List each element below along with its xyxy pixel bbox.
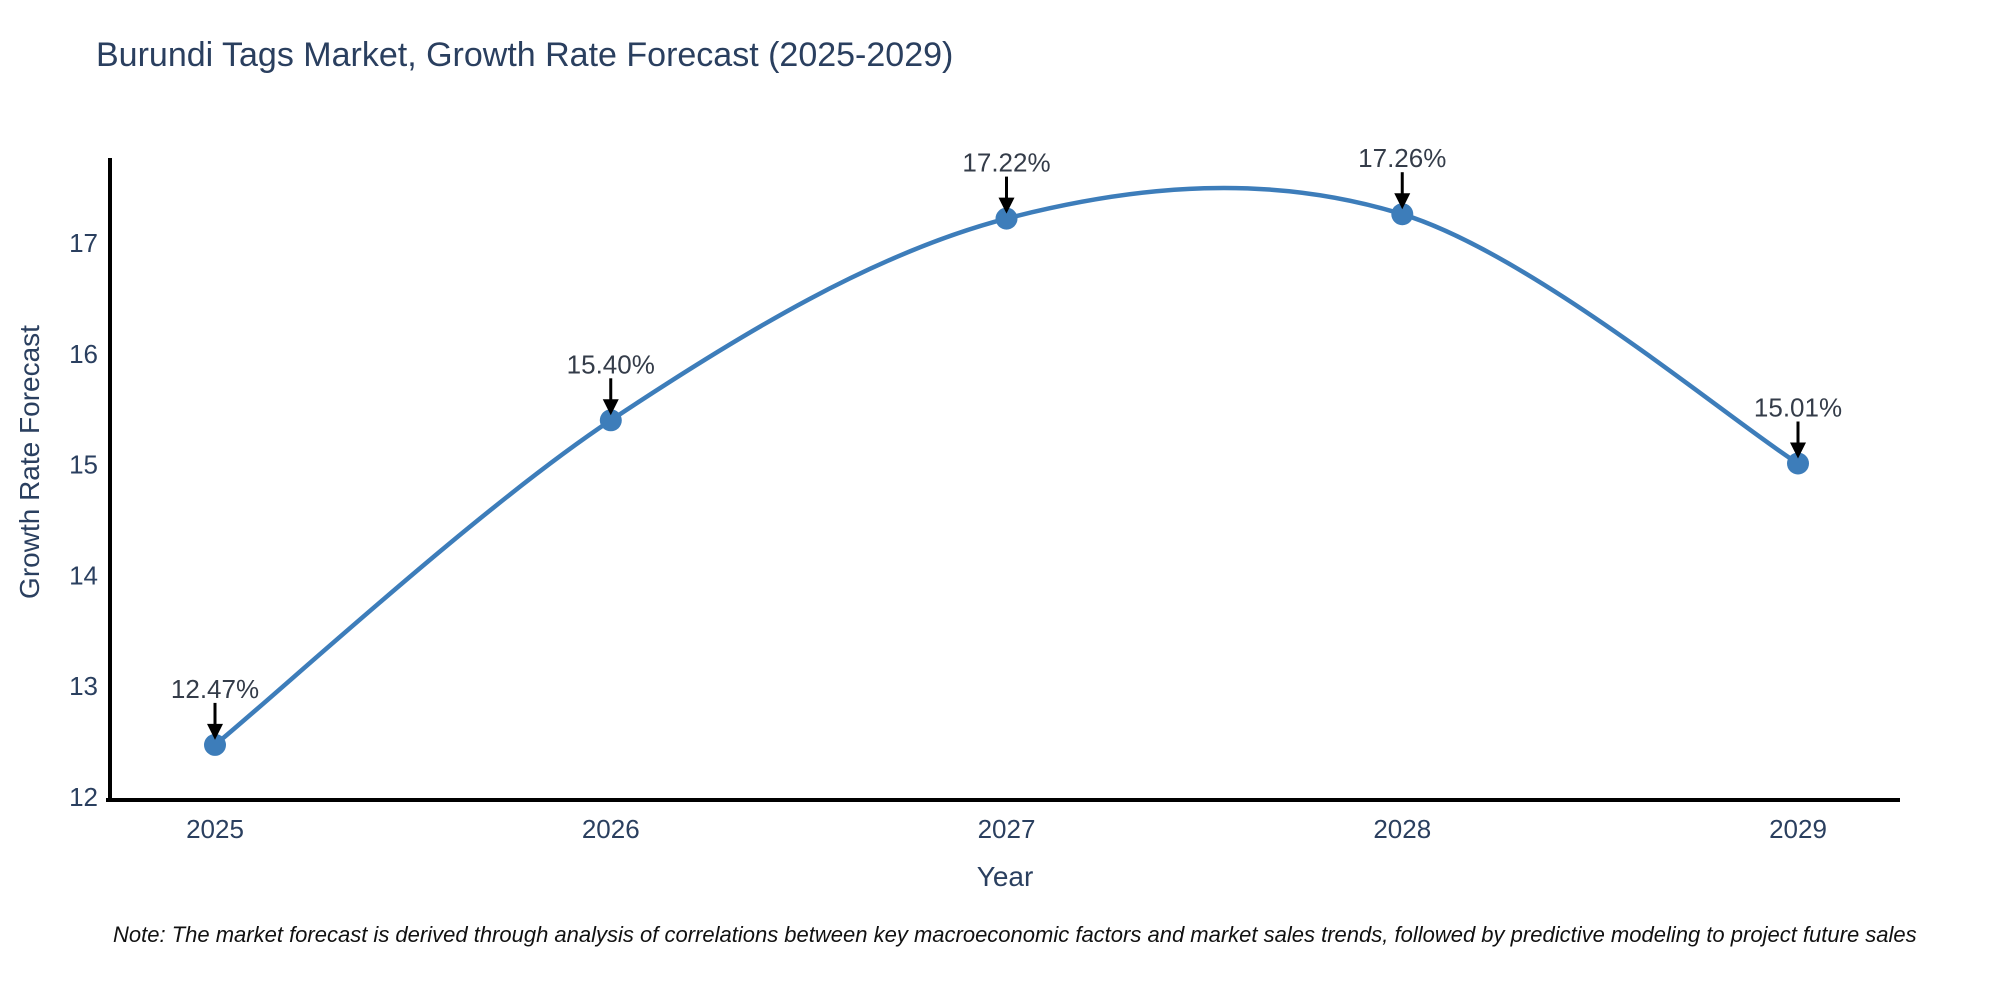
- data-point-marker: [995, 207, 1018, 230]
- y-tick-label: 12: [69, 782, 98, 812]
- data-point-label: 12.47%: [171, 674, 259, 704]
- y-tick-label: 16: [69, 339, 98, 369]
- x-tick-label: 2028: [1373, 814, 1431, 844]
- data-point-label: 17.26%: [1358, 143, 1446, 173]
- annotation-arrow-head: [1394, 193, 1411, 210]
- x-tick-label: 2029: [1769, 814, 1827, 844]
- data-point-label: 15.40%: [567, 349, 655, 379]
- data-point-marker: [1787, 452, 1809, 475]
- data-point-marker: [204, 733, 226, 756]
- series-line: [212, 185, 1801, 748]
- y-tick-label: 13: [69, 671, 98, 701]
- annotation-arrow-head: [998, 197, 1015, 214]
- y-tick-label: 15: [69, 450, 98, 480]
- data-point-marker: [1391, 203, 1414, 226]
- chart-title: Burundi Tags Market, Growth Rate Forecas…: [96, 36, 954, 74]
- y-tick-label: 14: [69, 560, 98, 590]
- annotation-arrow-head: [207, 723, 223, 740]
- data-point-label: 15.01%: [1754, 393, 1842, 423]
- x-tick-label: 2027: [978, 814, 1036, 844]
- annotation-arrow-head: [602, 399, 619, 416]
- data-point-label: 17.22%: [962, 148, 1050, 178]
- y-tick-label: 17: [69, 228, 98, 258]
- y-axis-title: Growth Rate Forecast: [14, 325, 45, 599]
- footnote: Note: The market forecast is derived thr…: [113, 922, 1917, 947]
- x-tick-label: 2026: [582, 814, 640, 844]
- data-point-marker: [599, 409, 622, 432]
- annotation-arrow-head: [1790, 442, 1806, 459]
- x-axis-title: Year: [976, 861, 1034, 892]
- x-tick-label: 2025: [186, 814, 244, 844]
